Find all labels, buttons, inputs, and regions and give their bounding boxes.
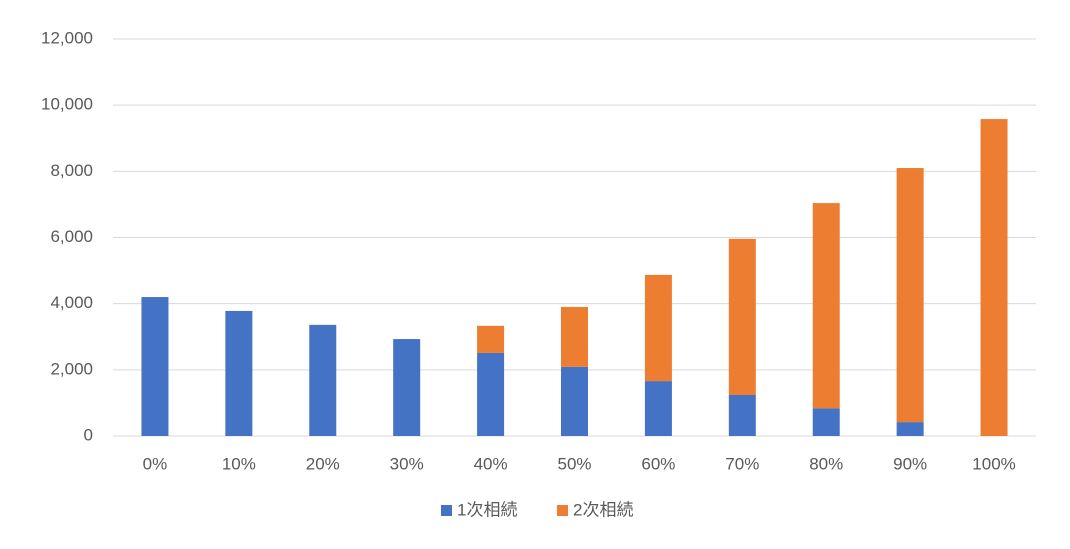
x-tick-label: 10% — [222, 454, 256, 473]
y-tick-label: 2,000 — [50, 359, 93, 378]
x-tick-label: 90% — [893, 454, 927, 473]
y-tick-label: 8,000 — [50, 161, 93, 180]
bar-segment — [141, 297, 169, 436]
bar-segment — [225, 310, 253, 436]
bar-segment — [896, 168, 924, 423]
x-tick-label: 20% — [306, 454, 340, 473]
bar-segment — [812, 408, 840, 436]
y-tick-label: 4,000 — [50, 293, 93, 312]
legend-label: 1次相続 — [457, 500, 517, 519]
legend-swatch — [441, 505, 452, 516]
bar-segment — [561, 366, 588, 436]
bar-segment — [644, 381, 672, 436]
y-tick-label: 6,000 — [50, 227, 93, 246]
bar-segment — [728, 394, 756, 436]
bar-segment — [477, 325, 505, 353]
x-tick-label: 30% — [390, 454, 424, 473]
bar-segment — [309, 324, 337, 436]
bar-segment — [477, 352, 505, 436]
bar-segment — [812, 203, 840, 409]
x-tick-label: 40% — [474, 454, 508, 473]
bar-segment — [728, 238, 756, 395]
x-tick-label: 60% — [641, 454, 675, 473]
x-tick-label: 80% — [809, 454, 843, 473]
x-tick-label: 50% — [557, 454, 591, 473]
y-tick-label: 0 — [84, 425, 93, 444]
y-tick-label: 12,000 — [41, 28, 93, 47]
legend-label: 2次相続 — [573, 500, 633, 519]
legend-swatch — [557, 505, 568, 516]
bar-segment — [980, 119, 1008, 436]
bar-segment — [644, 274, 672, 382]
bar-segment — [561, 306, 588, 367]
y-tick-label: 10,000 — [41, 95, 93, 114]
x-tick-label: 70% — [725, 454, 759, 473]
x-tick-label: 100% — [972, 454, 1015, 473]
bar-segment — [393, 339, 421, 436]
bar-segment — [896, 422, 924, 436]
x-tick-label: 0% — [143, 454, 168, 473]
